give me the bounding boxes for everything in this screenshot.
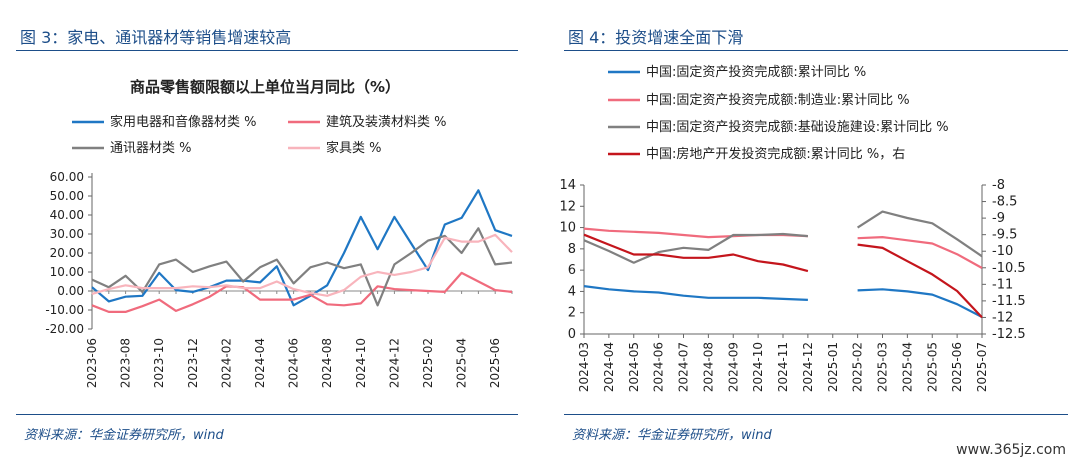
x-tick-label: 2025-04 [455, 338, 469, 388]
y2-tick-label: -12 [992, 310, 1013, 325]
x-tick-label: 2024-06 [287, 338, 301, 388]
y-tick-label: 2 [568, 306, 576, 321]
y-tick-label: 20.00 [50, 246, 84, 260]
x-tick-label: 2024-12 [801, 342, 815, 392]
x-tick-label: 2025-07 [975, 342, 989, 392]
series-line [583, 233, 983, 319]
y-tick-label: 0.00 [57, 284, 84, 298]
y-tick-label: 10 [559, 221, 576, 236]
x-tick-label: 2024-02 [219, 338, 233, 388]
y-tick-label: 40.00 [50, 208, 84, 222]
y-tick-label: 30.00 [50, 227, 84, 241]
series-line [91, 271, 513, 313]
y2-tick-label: -10 [992, 244, 1013, 259]
x-tick-label: 2023-10 [152, 338, 166, 388]
figure-3-source: 资料来源：华金证券研究所，wind [24, 428, 224, 443]
x-tick-label: 2023-06 [85, 338, 99, 388]
investment-line-chart: 中国:固定资产投资完成额:累计同比 % 中国:固定资产投资完成额:制造业:累计同比… [559, 64, 1026, 392]
y2-tick-label: -9.5 [992, 228, 1017, 243]
y2-tick-label: -9 [992, 211, 1005, 226]
y-tick-label: 60.00 [50, 170, 84, 184]
y2-tick-label: -8 [992, 178, 1005, 193]
x-tick-label: 2025-02 [421, 338, 435, 388]
x-tick-label: 2024-04 [602, 342, 616, 392]
y2-tick-label: -12.5 [992, 327, 1026, 342]
x-tick-label: 2024-04 [253, 338, 267, 388]
retail-sales-line-chart: 商品零售额限额以上单位当月同比（%） 家用电器和音像器材类 % 建筑及装潢材料类 %… [45, 78, 513, 388]
y2-tick-label: -10.5 [992, 261, 1026, 276]
y-tick-label: 8 [568, 242, 576, 257]
figure-4-source: 资料来源：华金证券研究所，wind [572, 428, 772, 443]
series-line [91, 233, 513, 297]
x-tick-label: 2024-10 [354, 338, 368, 388]
figure-3-bottom-rule [16, 414, 518, 415]
y-tick-label: 0 [568, 327, 576, 342]
x-tick-label: 2024-10 [751, 342, 765, 392]
x-tick-label: 2025-03 [876, 342, 890, 392]
figure-4-header: 图 4：投资增速全面下滑 [568, 28, 744, 47]
x-tick-label: 2024-03 [577, 342, 591, 392]
y-tick-label: 4 [568, 284, 576, 299]
legend-label: 中国:房地产开发投资完成额:累计同比 %，右 [646, 146, 905, 162]
legend-label: 中国:固定资产投资完成额:制造业:累计同比 % [646, 92, 910, 108]
legend-label: 家具类 % [326, 140, 382, 156]
y-tick-label: 50.00 [50, 189, 84, 203]
legend-label: 家用电器和音像器材类 % [110, 114, 257, 130]
y-tick-label: 10.00 [50, 265, 84, 279]
x-tick-label: 2024-12 [387, 338, 401, 388]
y-tick-label: -10.00 [45, 303, 84, 317]
x-tick-label: 2025-06 [950, 342, 964, 392]
x-tick-label: 2025-02 [851, 342, 865, 392]
watermark: www.365jz.com [956, 442, 1066, 458]
figure-3-top-rule [16, 50, 518, 51]
chart-title: 商品零售额限额以上单位当月同比（%） [130, 78, 400, 96]
series-line [91, 189, 513, 307]
x-tick-label: 2024-11 [776, 342, 790, 392]
legend-label: 通讯器材类 % [110, 141, 192, 156]
x-tick-label: 2023-12 [186, 338, 200, 388]
x-tick-label: 2024-07 [677, 342, 691, 392]
x-tick-label: 2024-09 [726, 342, 740, 392]
legend-label: 建筑及装潢材料类 % [326, 114, 447, 130]
legend-label: 中国:固定资产投资完成额:基础设施建设:累计同比 % [646, 119, 949, 135]
x-tick-label: 2024-08 [320, 338, 334, 388]
y-tick-label: 6 [568, 263, 576, 278]
series-line [583, 285, 983, 318]
y-tick-label: -20.00 [45, 322, 84, 336]
x-tick-label: 2025-01 [826, 342, 840, 392]
figure-3-header: 图 3：家电、通讯器材等销售增速较高 [20, 28, 292, 47]
y2-tick-label: -8.5 [992, 195, 1017, 210]
y2-tick-label: -11.5 [992, 294, 1026, 309]
legend-label: 中国:固定资产投资完成额:累计同比 % [646, 64, 866, 80]
x-tick-label: 2024-06 [652, 342, 666, 392]
figure-4-top-rule [564, 50, 1068, 51]
x-tick-label: 2024-08 [701, 342, 715, 392]
x-tick-label: 2025-04 [900, 342, 914, 392]
figure-3-panel: 图 3：家电、通讯器材等销售增速较高 商品零售额限额以上单位当月同比（%） 家用电… [0, 0, 530, 466]
series-line [91, 227, 513, 307]
y-tick-label: 14 [559, 178, 576, 193]
series-line [583, 210, 983, 264]
x-tick-label: 2025-05 [925, 342, 939, 392]
x-tick-label: 2023-08 [119, 338, 133, 388]
x-tick-label: 2025-06 [488, 338, 502, 388]
x-tick-label: 2024-05 [627, 342, 641, 392]
y-tick-label: 12 [559, 199, 576, 214]
y2-tick-label: -11 [992, 277, 1013, 292]
figure-4-panel: 图 4：投资增速全面下滑 中国:固定资产投资完成额:累计同比 % 中国:固定资产投… [548, 0, 1080, 466]
figure-4-bottom-rule [564, 414, 1068, 415]
